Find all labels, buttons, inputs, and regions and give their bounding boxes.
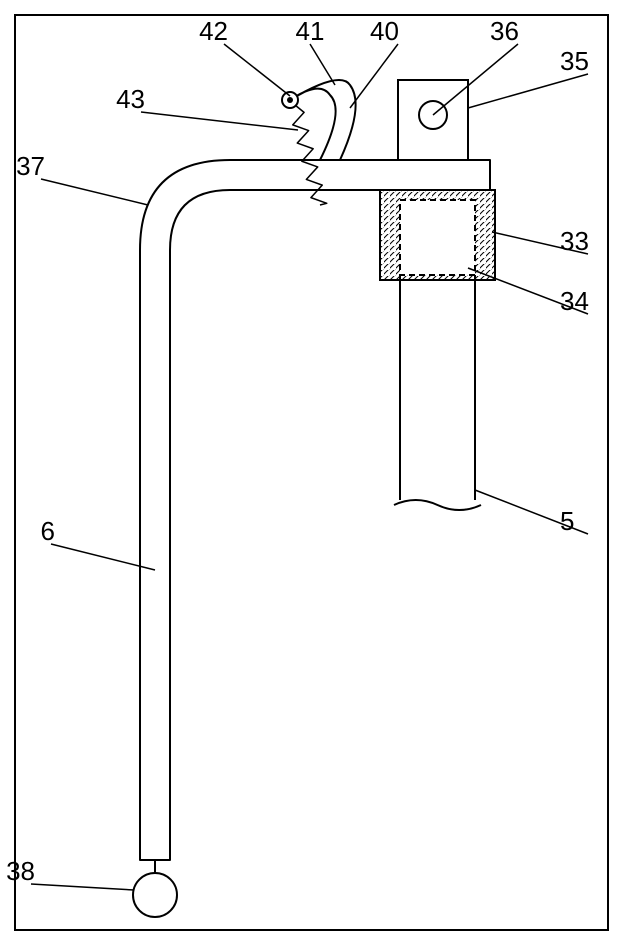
label-l37: 37 [16,151,45,181]
drawing-frame [15,15,608,930]
leader-l40 [350,44,398,108]
leader-l43 [141,112,298,130]
label-l34: 34 [560,286,589,316]
ring-38 [133,873,177,917]
label-l43: 43 [116,84,145,114]
label-l38: 38 [6,856,35,886]
sleeve-inner-mask [400,200,475,275]
lever-40 [290,80,356,160]
leader-l38 [31,884,134,890]
post-5-break [394,500,481,510]
label-l5: 5 [560,506,574,536]
leader-l37 [41,179,148,205]
leader-l35 [468,74,588,108]
label-l42: 42 [199,16,228,46]
arm-inner-edge [170,190,490,860]
label-l40: 40 [370,16,399,46]
pivot-42-pin [287,97,293,103]
label-l6: 6 [41,516,55,546]
bracket-35 [398,80,468,160]
label-l36: 36 [490,16,519,46]
label-l41: 41 [296,16,325,46]
label-l35: 35 [560,46,589,76]
leader-l42 [224,44,290,96]
leader-l41 [310,44,335,85]
